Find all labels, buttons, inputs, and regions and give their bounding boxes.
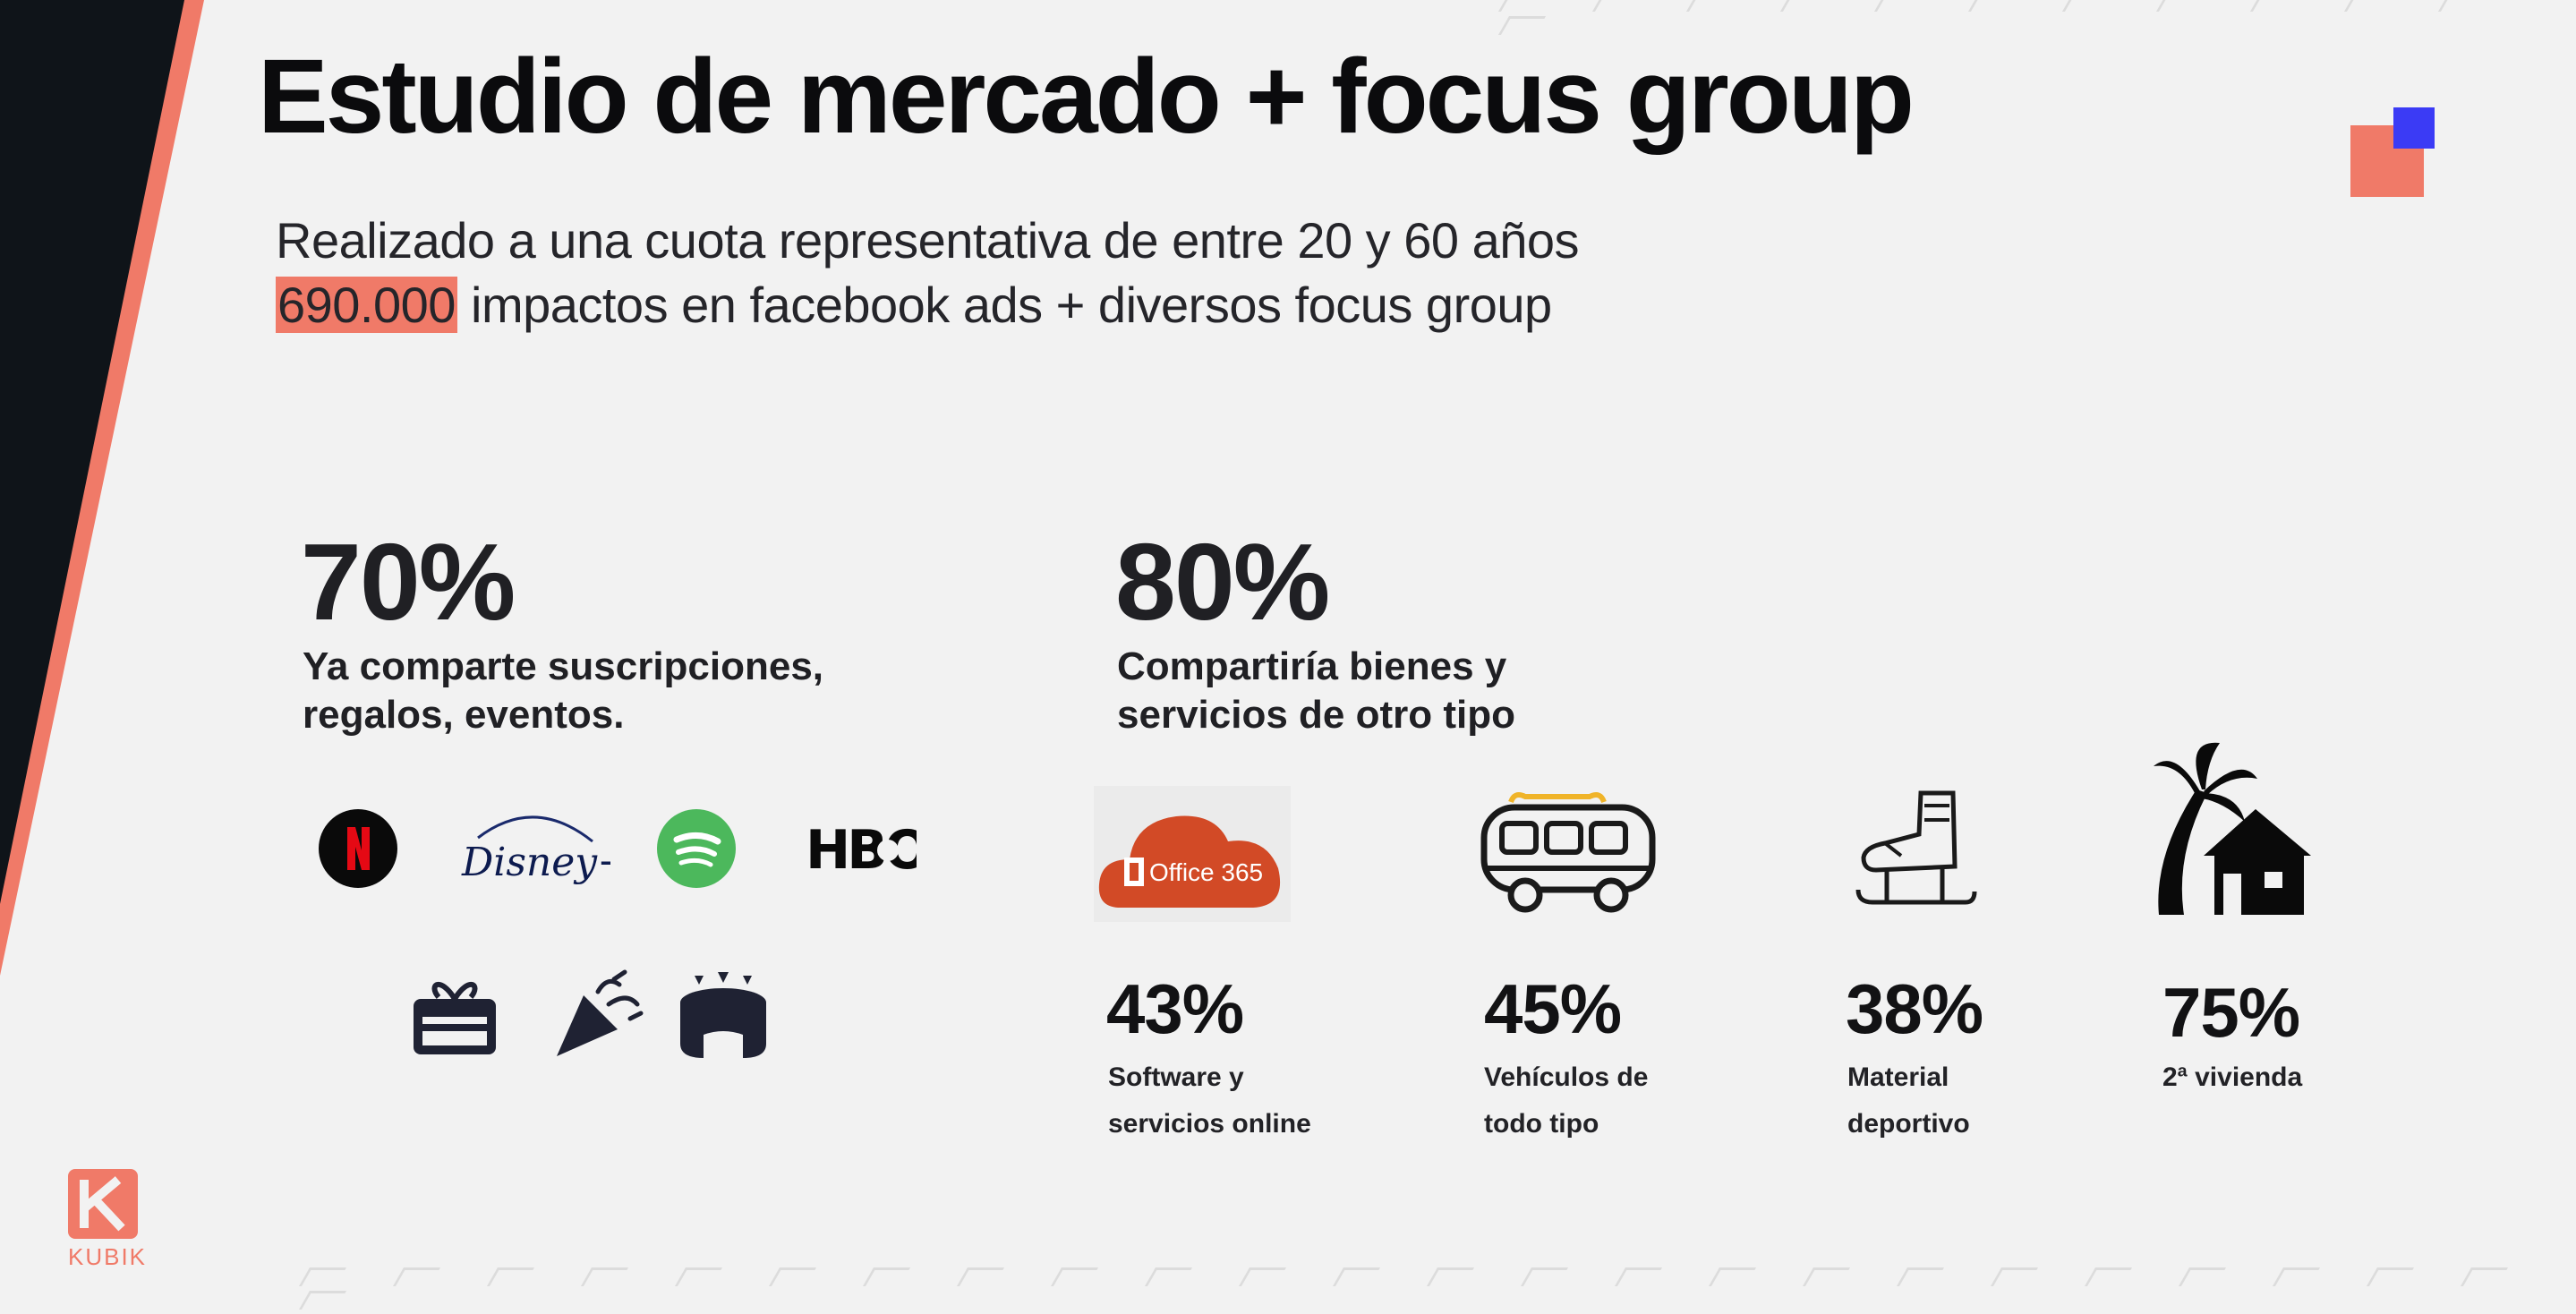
- category-software-percent: 43%: [1106, 969, 1244, 1048]
- category-home-label: 2ª vivienda: [2162, 1054, 2302, 1101]
- van-icon: [1475, 788, 1663, 917]
- left-desc-line-2: regalos, eventos.: [303, 693, 625, 737]
- left-stat-percent: 70%: [301, 521, 516, 643]
- spotify-icon: [657, 809, 736, 892]
- hbo-text: HBO: [806, 819, 917, 881]
- left-stat-description: Ya comparte suscripciones, regalos, even…: [303, 643, 823, 739]
- intro-line-2-text: impactos en facebook ads + diversos focu…: [456, 277, 1552, 333]
- category-vehicles-percent: 45%: [1484, 969, 1622, 1048]
- right-stat-percent: 80%: [1115, 521, 1330, 643]
- right-stat-description: Compartiría bienes y servicios de otro t…: [1117, 643, 1515, 739]
- office-365-cloud-icon: Office 365: [1094, 786, 1291, 926]
- kubik-logo-icon: [68, 1169, 138, 1239]
- left-desc-line-1: Ya comparte suscripciones,: [303, 644, 824, 688]
- left-diagonal-band: [0, 0, 204, 976]
- category-sports-percent: 38%: [1846, 969, 1983, 1048]
- page-title: Estudio de mercado + focus group: [258, 38, 1915, 156]
- category-vehicles-label-2: todo tipo: [1484, 1109, 1599, 1139]
- decorative-squares: [2350, 107, 2440, 197]
- category-vehicles-label: Vehículos de todo tipo: [1484, 1054, 1648, 1148]
- ice-skate-icon: [1849, 784, 1983, 919]
- kubik-logo: KUBIK: [68, 1169, 148, 1271]
- category-sports-label: Material deportivo: [1847, 1054, 1970, 1148]
- top-dash-pattern: [1497, 0, 2576, 35]
- category-software-label-1: Software y: [1108, 1062, 1244, 1092]
- kubik-logo-text: KUBIK: [68, 1243, 148, 1270]
- category-home-label-1: 2ª vivienda: [2162, 1062, 2303, 1092]
- highlight-number: 690.000: [276, 277, 457, 333]
- intro-line-2: 690.000 impactos en facebook ads + diver…: [276, 276, 1552, 334]
- netflix-icon: [319, 809, 397, 892]
- gift-card-icon: [408, 972, 501, 1064]
- disney-plus-icon: Disney+: [458, 802, 630, 900]
- bottom-dash-pattern: [298, 1267, 2560, 1310]
- right-desc-line-1: Compartiría bienes y: [1117, 644, 1507, 688]
- category-software-label: Software y servicios online: [1108, 1054, 1311, 1148]
- right-desc-line-2: servicios de otro tipo: [1117, 693, 1515, 737]
- party-popper-icon: [551, 968, 644, 1066]
- hbo-icon: HBO: [806, 818, 931, 885]
- office-text: Office 365: [1149, 858, 1263, 886]
- category-software-label-2: servicios online: [1108, 1109, 1311, 1139]
- category-sports-label-1: Material: [1847, 1062, 1949, 1092]
- intro-line-1: Realizado a una cuota representativa de …: [276, 212, 1580, 269]
- category-vehicles-label-1: Vehículos de: [1484, 1062, 1649, 1092]
- category-home-percent: 75%: [2162, 973, 2300, 1052]
- disney-text: Disney+: [461, 840, 610, 885]
- category-sports-label-2: deportivo: [1847, 1109, 1970, 1139]
- stadium-icon: [677, 972, 770, 1066]
- palm-house-icon: [2148, 739, 2327, 923]
